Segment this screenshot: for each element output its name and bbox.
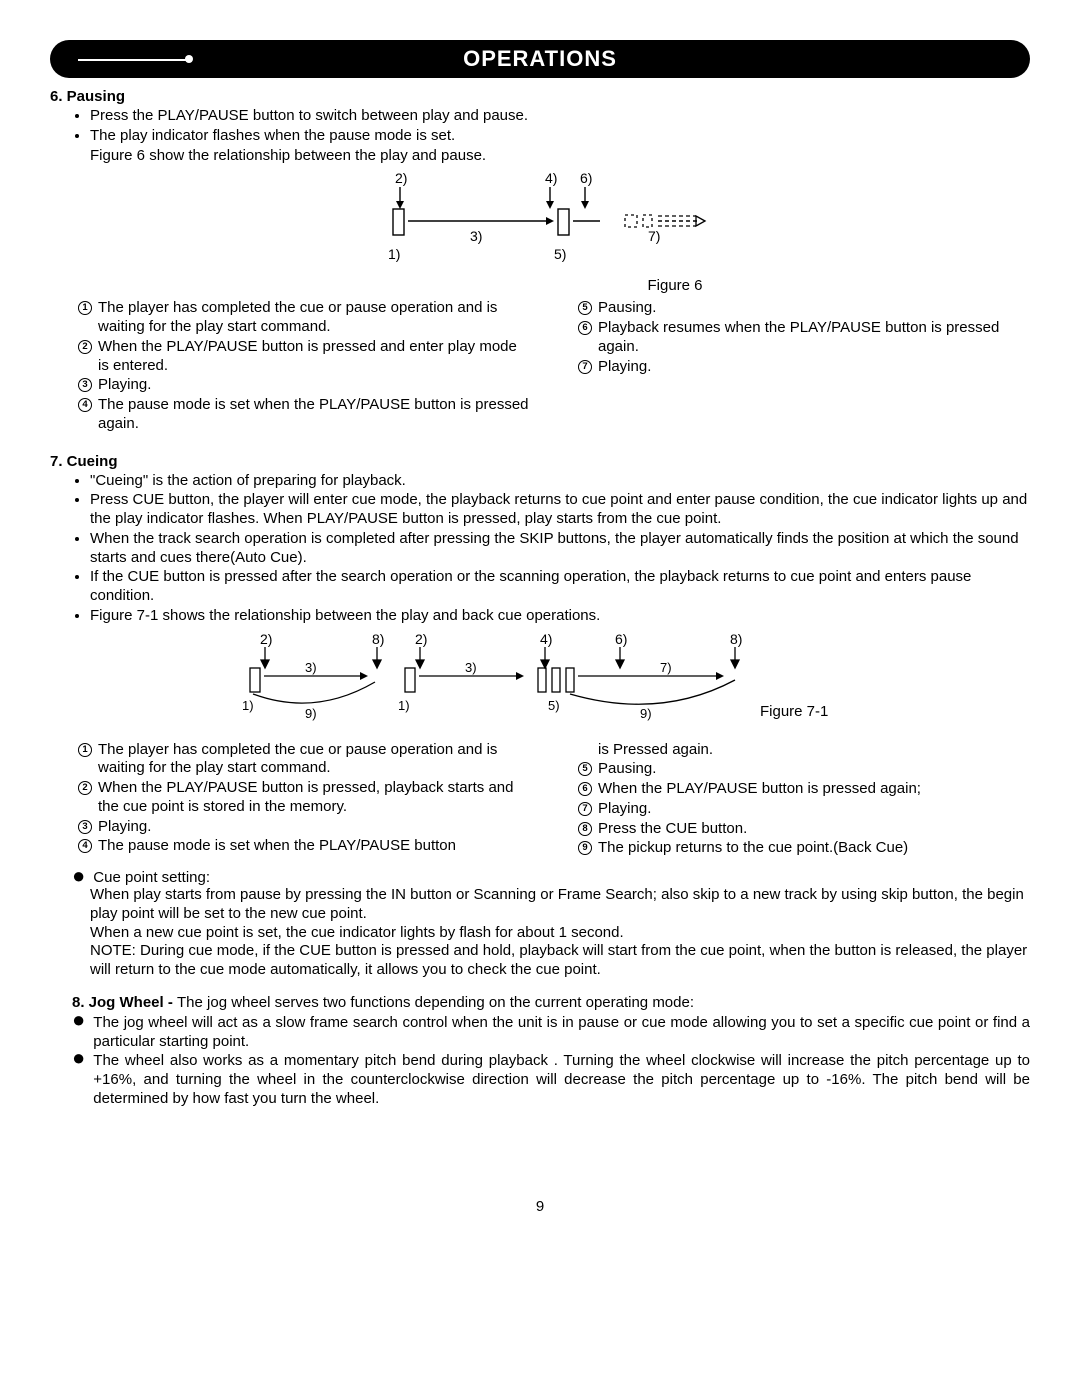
list-item: 9The pickup returns to the cue point.(Ba…: [578, 839, 1030, 858]
page-number: 9: [50, 1198, 1030, 1215]
operations-header: OPERATIONS: [50, 40, 1030, 78]
list-item: 7Playing.: [578, 800, 1030, 819]
cue-point-para: When a new cue point is set, the cue ind…: [90, 924, 1030, 943]
svg-text:1): 1): [242, 698, 254, 713]
svg-text:8): 8): [372, 632, 384, 647]
svg-text:1): 1): [398, 698, 410, 713]
svg-text:5): 5): [548, 698, 560, 713]
section8-title-bold: 8. Jog Wheel -: [72, 994, 177, 1011]
fig6-label-2: 2): [395, 171, 407, 186]
fig6-label-1: 1): [388, 246, 400, 262]
figure7-1: 2) 8) 2) 4) 6) 8) 3) 1) 9) 3) 1): [50, 632, 1030, 736]
fig6-label-6: 6): [580, 171, 592, 186]
section6-title: 6. Pausing: [50, 88, 1030, 105]
list-item: 5Pausing.: [578, 760, 1030, 779]
svg-text:2): 2): [415, 632, 427, 647]
section6-subline: Figure 6 show the relationship between t…: [90, 147, 1030, 166]
sec7-bullet: Press CUE button, the player will enter …: [90, 491, 1030, 529]
sec7-bullet: Figure 7-1 shows the relationship betwee…: [90, 607, 1030, 626]
list-item: 6Playback resumes when the PLAY/PAUSE bu…: [578, 319, 1030, 357]
svg-text:6): 6): [615, 632, 627, 647]
fig6-label-4: 4): [545, 171, 557, 186]
list-item: 7Playing.: [578, 358, 1030, 377]
section7-columns: 1The player has completed the cue or pau…: [50, 740, 1030, 860]
cue-point-para: NOTE: During cue mode, if the CUE button…: [90, 942, 1030, 980]
list-item: 3Playing.: [78, 818, 530, 837]
jog-item: ●The jog wheel will act as a slow frame …: [72, 1013, 1030, 1051]
sec7-bullet: If the CUE button is pressed after the s…: [90, 568, 1030, 606]
section8-title-rest: The jog wheel serves two functions depen…: [177, 994, 694, 1011]
list-item: 5Pausing.: [578, 299, 1030, 318]
sec7-bullet: "Cueing" is the action of preparing for …: [90, 472, 1030, 491]
svg-text:9): 9): [640, 706, 652, 721]
svg-text:4): 4): [540, 632, 552, 647]
list-item: 6When the PLAY/PAUSE button is pressed a…: [578, 780, 1030, 799]
fig6-label-3: 3): [470, 228, 482, 244]
list-item: 1The player has completed the cue or pau…: [78, 741, 530, 779]
figure6-caption: Figure 6: [320, 277, 1030, 294]
section8-items: ●The jog wheel will act as a slow frame …: [72, 1013, 1030, 1109]
section6-columns: 1The player has completed the cue or pau…: [50, 298, 1030, 434]
svg-text:3): 3): [305, 660, 317, 675]
svg-text:9): 9): [305, 706, 317, 721]
bullet-icon: ●: [72, 1051, 85, 1109]
cue-point-setting: ● Cue point setting:: [72, 869, 1030, 886]
svg-text:7): 7): [660, 660, 672, 675]
list-item: 1The player has completed the cue or pau…: [78, 299, 530, 337]
list-item: 2When the PLAY/PAUSE button is pressed, …: [78, 779, 530, 817]
jog-item: ●The wheel also works as a momentary pit…: [72, 1051, 1030, 1109]
svg-text:8): 8): [730, 632, 742, 647]
bullet-icon: ●: [72, 869, 85, 886]
figure6: 2) 4) 6) 3) 7) 1) 5): [50, 171, 1030, 275]
fig6-label-7: 7): [648, 228, 660, 244]
list-item: 2When the PLAY/PAUSE button is pressed a…: [78, 338, 530, 376]
sec6-bullet: Press the PLAY/PAUSE button to switch be…: [90, 107, 1030, 126]
list-item: 8Press the CUE button.: [578, 820, 1030, 839]
list-item: 4The pause mode is set when the PLAY/PAU…: [78, 396, 530, 434]
section7-title: 7. Cueing: [50, 453, 1030, 470]
section7-bullets: "Cueing" is the action of preparing for …: [50, 472, 1030, 626]
fig6-label-5: 5): [554, 246, 566, 262]
svg-text:3): 3): [465, 660, 477, 675]
header-title: OPERATIONS: [463, 46, 617, 71]
section8-title: 8. Jog Wheel - The jog wheel serves two …: [72, 994, 1030, 1013]
list-item: 4The pause mode is set when the PLAY/PAU…: [78, 837, 530, 856]
cue-point-para: When play starts from pause by pressing …: [90, 886, 1030, 924]
section6-bullets: Press the PLAY/PAUSE button to switch be…: [50, 107, 1030, 146]
list-item: 3Playing.: [78, 376, 530, 395]
list-item: is Pressed again.: [598, 741, 1030, 760]
svg-text:2): 2): [260, 632, 272, 647]
cue-point-title: Cue point setting:: [93, 869, 210, 886]
sec7-bullet: When the track search operation is compl…: [90, 530, 1030, 568]
sec6-bullet: The play indicator flashes when the paus…: [90, 127, 1030, 146]
figure71-caption: Figure 7-1: [760, 703, 828, 720]
